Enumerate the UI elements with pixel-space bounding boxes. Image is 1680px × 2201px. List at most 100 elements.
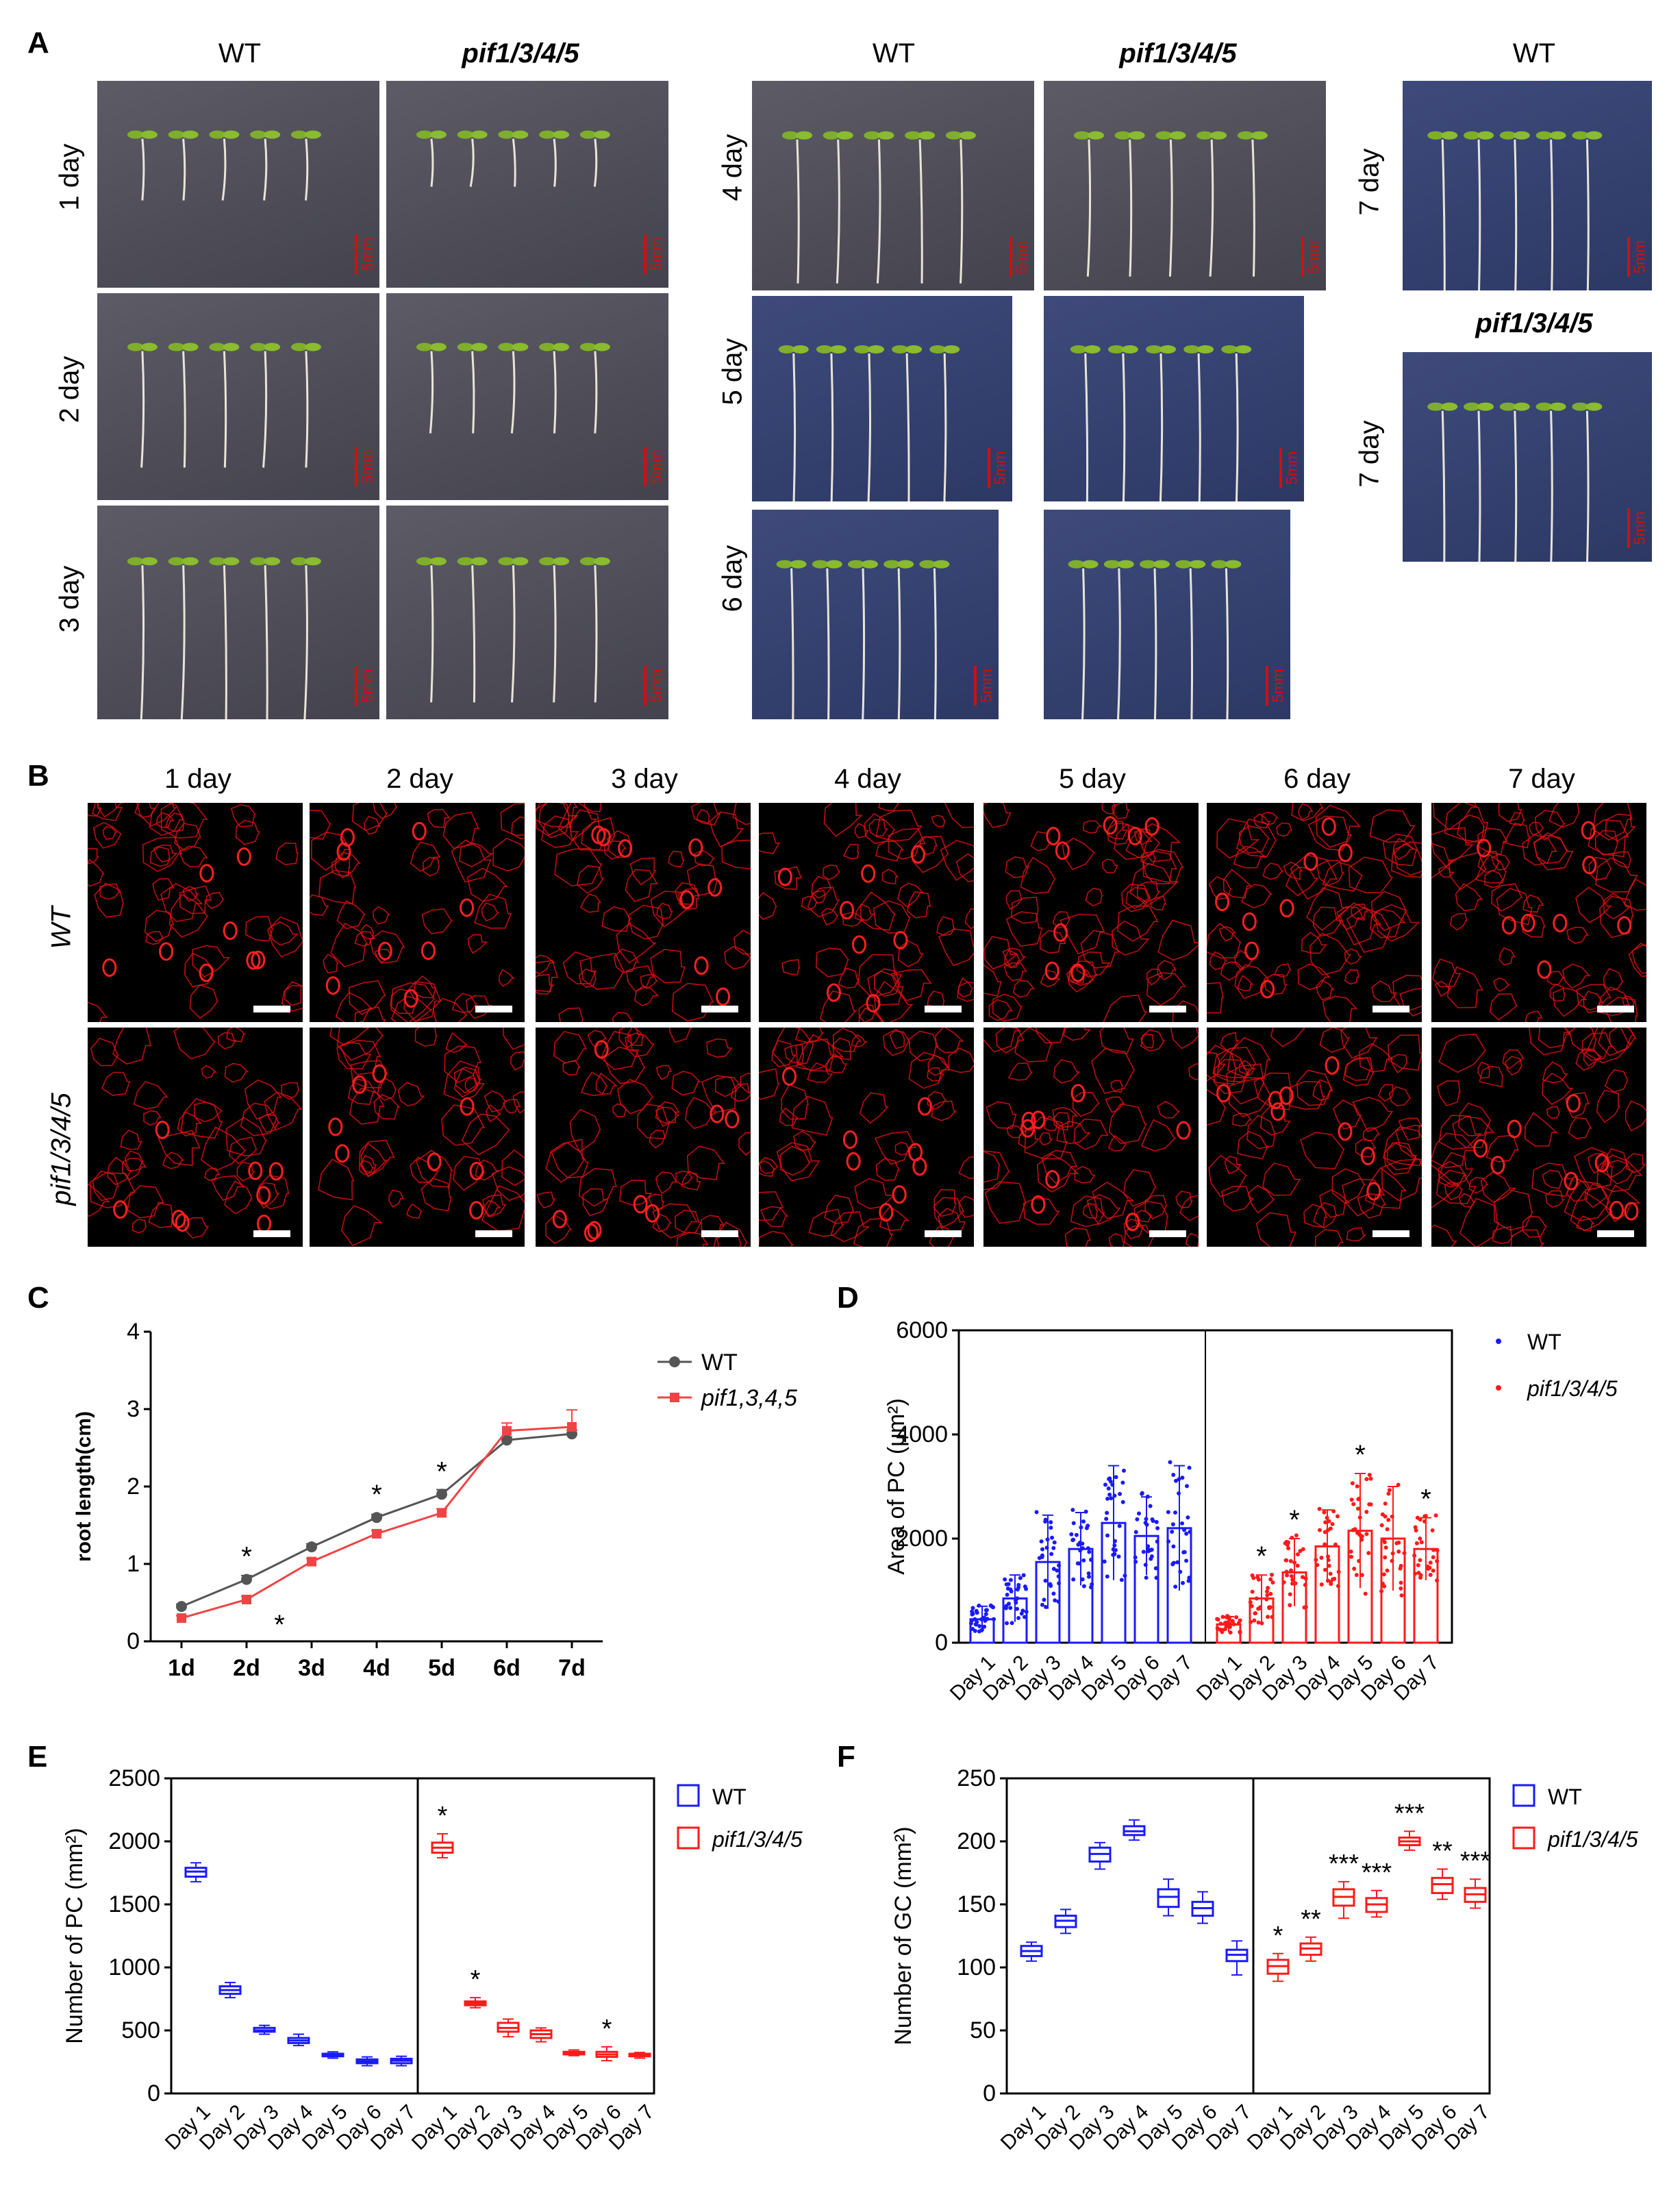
seedling-cotyledon bbox=[1128, 131, 1145, 140]
day-label-2: 2 day bbox=[54, 356, 85, 423]
data-dot bbox=[1180, 1476, 1185, 1480]
seedling-photo: 5mm bbox=[97, 506, 379, 719]
y-tick-label: 6000 bbox=[896, 1317, 948, 1343]
data-dot bbox=[1148, 1504, 1153, 1508]
data-dot bbox=[1298, 1549, 1303, 1554]
seedling-cotyledon bbox=[883, 560, 901, 569]
header-a-wt-1: WT bbox=[218, 38, 262, 69]
data-dot bbox=[1294, 1533, 1299, 1538]
seedling-root bbox=[905, 353, 910, 501]
data-dot bbox=[1015, 1596, 1020, 1601]
guard-cell bbox=[325, 976, 340, 995]
data-dot bbox=[1290, 1581, 1295, 1586]
panel-label-f: F bbox=[837, 1740, 855, 1774]
data-dot bbox=[1109, 1496, 1114, 1501]
y-tick-label: 250 bbox=[957, 1765, 996, 1791]
y-tick-label: 4 bbox=[127, 1319, 140, 1345]
seedling-cotyledon bbox=[471, 557, 488, 566]
seedling-cotyledon bbox=[539, 557, 556, 566]
data-dot bbox=[1107, 1492, 1112, 1497]
data-dot bbox=[1057, 1581, 1062, 1586]
data-dot bbox=[1350, 1481, 1355, 1486]
guard-cell bbox=[591, 825, 606, 845]
guard-cell bbox=[1031, 1110, 1046, 1130]
data-dot bbox=[1024, 1609, 1029, 1614]
data-dot bbox=[1218, 1621, 1223, 1626]
data-dot bbox=[1327, 1563, 1331, 1568]
guard-cell bbox=[1303, 852, 1318, 871]
data-dot bbox=[1049, 1552, 1054, 1556]
guard-cell bbox=[246, 951, 261, 970]
significance-star: * bbox=[1256, 1541, 1267, 1571]
guard-cell bbox=[892, 1185, 907, 1204]
significance-star: * bbox=[602, 2015, 612, 2043]
micrograph-mutant-day-2 bbox=[310, 1028, 525, 1247]
seedling-cotyledon bbox=[945, 131, 962, 140]
guard-cell bbox=[1624, 1202, 1639, 1221]
seedling-cotyledon bbox=[512, 557, 529, 566]
data-dot bbox=[1105, 1510, 1109, 1515]
seedling-cotyledon bbox=[1499, 402, 1516, 411]
seedling-cotyledon bbox=[933, 560, 950, 569]
scale-bar-label: 5mm bbox=[1305, 240, 1322, 274]
data-dot bbox=[1396, 1482, 1401, 1487]
guard-cell bbox=[1520, 913, 1535, 932]
y-axis-title: Area of PC (μm²) bbox=[883, 1398, 910, 1575]
scale-bar bbox=[644, 234, 647, 274]
guard-cell bbox=[421, 941, 436, 960]
seedling-cotyledon bbox=[304, 557, 321, 566]
data-dot bbox=[1184, 1558, 1189, 1563]
data-dot bbox=[1364, 1509, 1369, 1514]
data-dot bbox=[1004, 1604, 1009, 1608]
data-dot bbox=[1382, 1540, 1387, 1545]
seedling-root bbox=[790, 568, 794, 719]
seedling-photo: 5mm bbox=[752, 296, 1012, 501]
seedling-cotyledon bbox=[1073, 131, 1090, 140]
data-dot bbox=[1254, 1596, 1259, 1601]
data-dot bbox=[1367, 1502, 1372, 1506]
data-dot bbox=[1351, 1502, 1356, 1506]
data-dot bbox=[1042, 1597, 1046, 1602]
box-chart-number-gc: 0 50 100 150 200 250 Number of GC (mm²) Day 1 Da… bbox=[836, 1754, 1678, 2192]
y-tick-label: 3 bbox=[127, 1396, 140, 1422]
seedling-cotyledon bbox=[854, 345, 870, 353]
guard-cell bbox=[256, 1186, 271, 1205]
seedling-cotyledon bbox=[1427, 402, 1444, 411]
seedling-root bbox=[876, 139, 881, 284]
data-dot bbox=[1293, 1581, 1298, 1586]
guard-cell bbox=[460, 898, 475, 917]
scale-bar-label: 5mm bbox=[1631, 511, 1648, 545]
data-dot bbox=[1104, 1517, 1109, 1521]
seedling-cotyledon bbox=[209, 130, 226, 139]
seedling-root bbox=[1550, 139, 1554, 290]
data-dot bbox=[1051, 1567, 1056, 1571]
legend-marker bbox=[1512, 1784, 1535, 1807]
data-dot bbox=[1081, 1519, 1086, 1524]
guard-cell bbox=[469, 1161, 484, 1180]
data-dot bbox=[1428, 1573, 1433, 1578]
panel-label-e: E bbox=[27, 1740, 48, 1774]
data-dot bbox=[1155, 1526, 1160, 1530]
data-dot bbox=[1105, 1533, 1110, 1538]
guard-cell bbox=[1244, 941, 1259, 960]
data-dot bbox=[1105, 1574, 1109, 1579]
b-day-header: 1 day bbox=[164, 764, 231, 794]
guard-cell bbox=[1270, 1102, 1286, 1121]
seedling-root bbox=[830, 353, 834, 501]
data-dot bbox=[1238, 1630, 1242, 1634]
guard-cell bbox=[594, 1040, 609, 1059]
scale-bar bbox=[1301, 237, 1304, 277]
data-dot bbox=[1111, 1552, 1116, 1557]
data-dot bbox=[1119, 1578, 1124, 1582]
seedling-root bbox=[836, 139, 840, 284]
data-dot bbox=[1399, 1593, 1404, 1598]
data-dot bbox=[1008, 1606, 1013, 1611]
data-dot bbox=[1056, 1574, 1061, 1579]
data-point bbox=[306, 1541, 317, 1553]
data-dot bbox=[1043, 1578, 1048, 1583]
seedling-cotyledon bbox=[457, 130, 474, 139]
seedling-cotyledon bbox=[892, 345, 909, 353]
data-dot bbox=[1303, 1576, 1308, 1581]
guard-cell bbox=[1279, 899, 1294, 918]
seedling-cotyledon bbox=[1211, 560, 1228, 569]
